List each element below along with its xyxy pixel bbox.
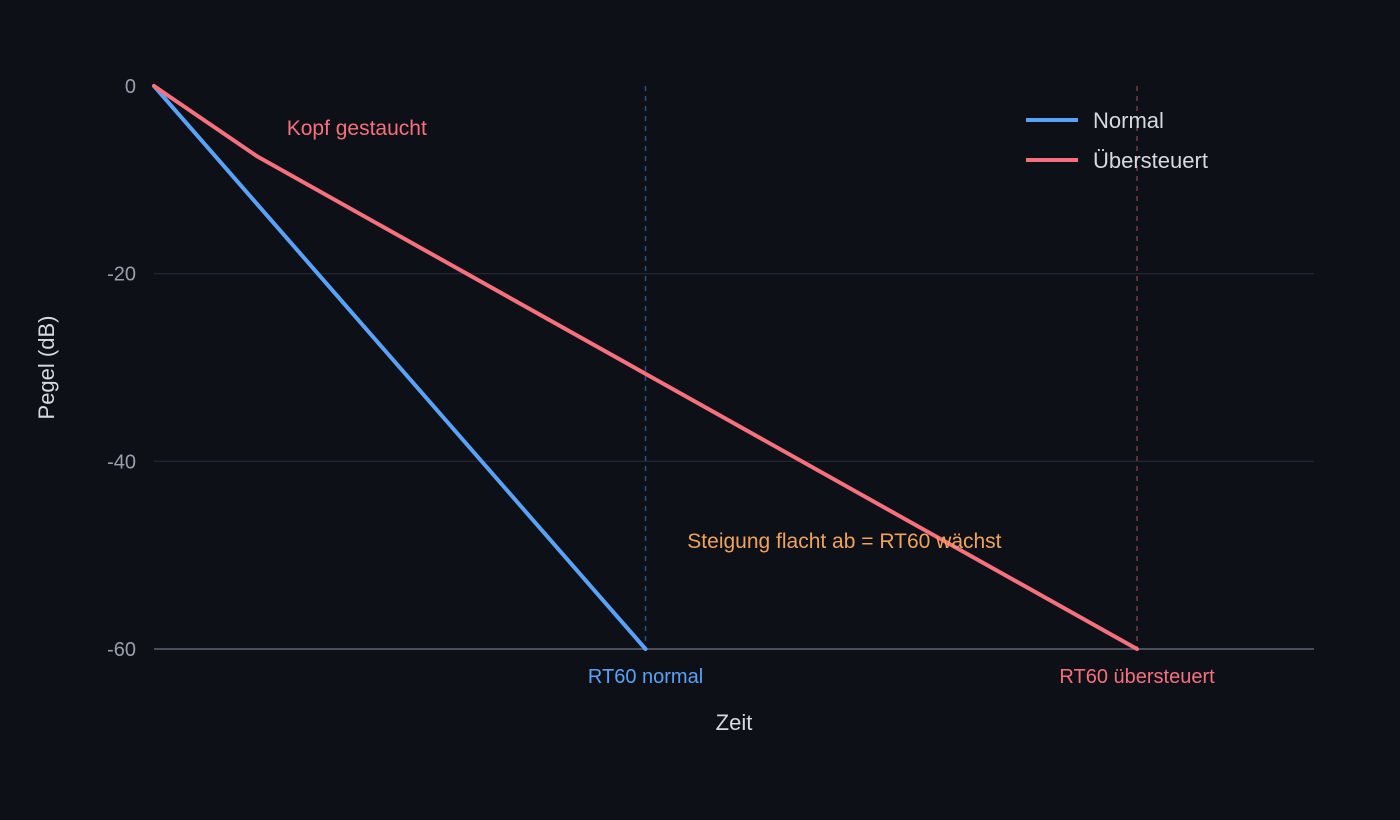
y-axis-title: Pegel (dB): [34, 316, 59, 420]
legend-label: Normal: [1093, 108, 1164, 133]
series-line-uebersteuert: [152, 84, 1140, 651]
labels: 0 -20 -40 -60 RT60 normal RT60 übersteuert Kop…: [34, 76, 1215, 735]
series-lines: [152, 84, 1140, 651]
grid-lines: [154, 273, 1314, 462]
legend: Normal Übersteuert: [1026, 108, 1208, 173]
rt60-marker-label: RT60 übersteuert: [1059, 666, 1215, 688]
y-tick-label: -60: [107, 639, 136, 661]
rt60-marker-label: RT60 normal: [588, 666, 703, 688]
chart-annotation: Steigung flacht ab = RT60 wächst: [687, 530, 1001, 553]
series-line-normal: [152, 84, 648, 651]
legend-label: Übersteuert: [1093, 148, 1208, 173]
y-tick-label: -40: [107, 451, 136, 473]
x-axis-title: Zeit: [716, 710, 753, 735]
chart-annotation: Kopf gestaucht: [287, 117, 427, 140]
y-tick-label: 0: [125, 76, 136, 98]
y-tick-label: -20: [107, 264, 136, 286]
rt60-marker-lines: [644, 86, 1138, 649]
